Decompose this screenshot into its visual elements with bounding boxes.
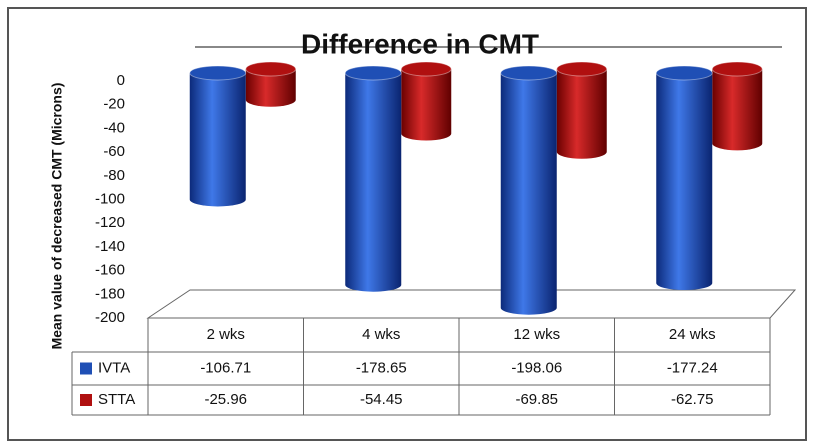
table-value: -177.24: [667, 359, 718, 376]
x-tick-label: 2 wks: [207, 326, 245, 343]
bar-cap: [344, 65, 402, 81]
y-tick-label: -20: [103, 96, 125, 113]
bar: [556, 61, 608, 159]
bar: [344, 65, 402, 292]
x-tick-label: 24 wks: [669, 326, 716, 343]
bar: [189, 65, 247, 207]
bar-cap: [711, 61, 763, 77]
bar: [500, 65, 558, 315]
bar-body: [345, 73, 402, 292]
x-tick-label: 12 wks: [513, 326, 560, 343]
table-value: -106.71: [200, 359, 251, 376]
y-tick-label: -120: [95, 214, 125, 231]
table-value: -62.75: [671, 391, 714, 408]
legend-label: STTA: [98, 391, 135, 408]
bar-body: [189, 73, 246, 207]
bar: [400, 61, 452, 141]
y-tick-label: -100: [95, 190, 125, 207]
table-value: -198.06: [511, 359, 562, 376]
y-tick-label: -200: [95, 309, 125, 326]
bar-body: [656, 73, 713, 291]
bar-body: [556, 69, 607, 159]
y-tick-label: -160: [95, 262, 125, 279]
bar-body: [500, 73, 557, 315]
bar-body: [712, 69, 763, 151]
x-tick-label: 4 wks: [362, 326, 400, 343]
bar-cap: [556, 61, 608, 77]
table-value: -25.96: [204, 391, 247, 408]
y-tick-label: -180: [95, 285, 125, 302]
bar: [655, 65, 713, 291]
bar-cap: [245, 61, 297, 77]
y-tick-label: -80: [103, 167, 125, 184]
bar: [245, 61, 297, 107]
bar: [711, 61, 763, 151]
legend-swatch: [80, 394, 92, 406]
bar-cap: [655, 65, 713, 81]
legend-label: IVTA: [98, 359, 130, 376]
bar-body: [401, 69, 452, 141]
y-axis-label: Mean value of decreased CMT (Microns): [49, 83, 65, 350]
table-value: -54.45: [360, 391, 403, 408]
y-tick-label: 0: [117, 72, 125, 89]
table-value: -178.65: [356, 359, 407, 376]
bar-cap: [500, 65, 558, 81]
legend-swatch: [80, 362, 92, 375]
bar-cap: [189, 65, 247, 81]
y-tick-label: -40: [103, 119, 125, 136]
bar-cap: [400, 61, 452, 77]
floor: [146, 289, 797, 319]
chart-title: Difference in CMT: [301, 28, 539, 59]
y-tick-label: -140: [95, 238, 125, 255]
bar-body: [245, 69, 296, 107]
table-value: -69.85: [515, 391, 558, 408]
y-tick-label: -60: [103, 143, 125, 160]
